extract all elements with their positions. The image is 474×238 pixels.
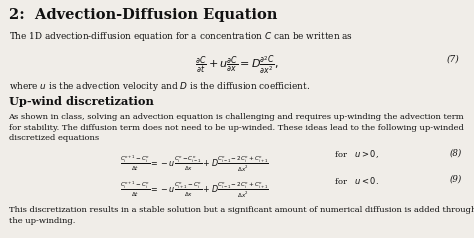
Text: (9): (9) xyxy=(450,175,462,184)
Text: This discretization results in a stable solution but a significant amount of num: This discretization results in a stable … xyxy=(9,206,474,225)
Text: The 1D advection-diffusion equation for a concentration $C$ can be written as: The 1D advection-diffusion equation for … xyxy=(9,30,353,43)
Text: $\frac{C_i^{n+1} - C_i^n}{\Delta t} = -u\frac{C_i^n - C_{i-1}^n}{\Delta x} + D\f: $\frac{C_i^{n+1} - C_i^n}{\Delta t} = -u… xyxy=(120,154,269,174)
Text: (7): (7) xyxy=(447,55,460,64)
Text: for   $u > 0$,: for $u > 0$, xyxy=(334,149,379,160)
Text: 2:  Advection-Diffusion Equation: 2: Advection-Diffusion Equation xyxy=(9,8,277,22)
Text: Up-wind discretization: Up-wind discretization xyxy=(9,96,154,107)
Text: for   $u < 0$.: for $u < 0$. xyxy=(334,175,379,186)
Text: As shown in class, solving an advection equation is challenging and requires up-: As shown in class, solving an advection … xyxy=(9,113,464,143)
Text: where $u$ is the advection velocity and $D$ is the diffusion coefficient.: where $u$ is the advection velocity and … xyxy=(9,80,310,93)
Text: $\frac{\partial C}{\partial t} + u\frac{\partial C}{\partial x} = D\frac{\partia: $\frac{\partial C}{\partial t} + u\frac{… xyxy=(195,55,279,76)
Text: $\frac{C_i^{n+1} - C_i^n}{\Delta t} = -u\frac{C_{i+1}^n - C_i^n}{\Delta x} + D\f: $\frac{C_i^{n+1} - C_i^n}{\Delta t} = -u… xyxy=(120,180,269,200)
Text: (8): (8) xyxy=(450,149,462,158)
